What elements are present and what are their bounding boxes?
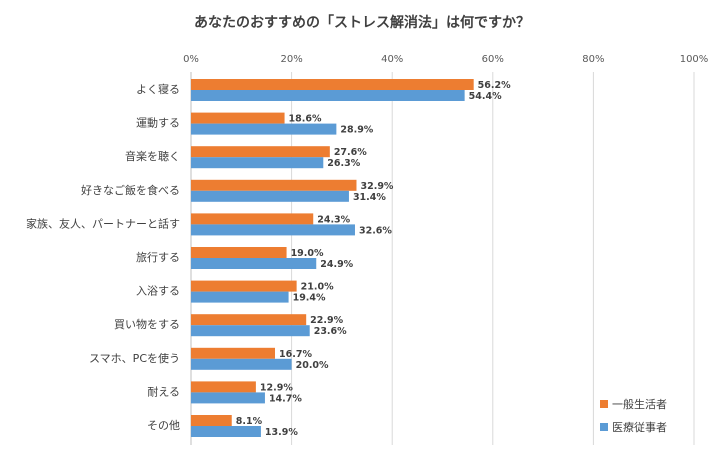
x-tick-label: 0% — [183, 54, 199, 65]
bar-medical — [191, 392, 265, 404]
data-label: 12.9% — [260, 382, 293, 393]
bar-general — [191, 179, 357, 191]
bar-medical — [191, 190, 349, 202]
data-label: 32.9% — [360, 181, 393, 192]
data-label: 19.4% — [293, 293, 326, 304]
x-tick-label: 40% — [381, 54, 403, 65]
category-label: 家族、友人、パートナーと話す — [26, 216, 180, 230]
legend-swatch-general — [600, 400, 608, 408]
bar-general — [191, 247, 287, 258]
bar-general — [191, 347, 276, 359]
legend-swatch-medical — [600, 423, 608, 431]
data-label: 13.9% — [265, 427, 298, 438]
bar-medical — [191, 224, 355, 236]
x-axis-ticks: 0% 20% 40% 60% 80% 100% — [183, 54, 708, 65]
data-label: 54.4% — [469, 91, 502, 102]
x-tick-label: 100% — [680, 54, 709, 65]
data-label: 56.2% — [478, 80, 511, 91]
data-label: 28.9% — [340, 125, 373, 136]
bar-general — [191, 146, 330, 158]
bar-general — [191, 112, 285, 124]
bar-medical — [191, 123, 337, 135]
category-label: 入浴する — [136, 285, 180, 298]
data-labels: 56.2%54.4% 18.6% 28.9% 27.6%26.3% 32.9%31.4%… — [236, 80, 511, 438]
bars — [191, 79, 474, 437]
category-label: 旅行する — [136, 250, 180, 264]
category-label: その他 — [147, 419, 180, 432]
data-label: 8.1% — [236, 416, 263, 427]
category-label: 好きなご飯を食べる — [81, 183, 180, 197]
category-label: 耐える — [147, 385, 180, 398]
data-label: 22.9% — [310, 315, 343, 326]
bar-medical — [191, 325, 310, 337]
x-tick-label: 60% — [482, 54, 504, 65]
legend-label: 一般生活者 — [612, 397, 667, 411]
data-label: 24.3% — [317, 214, 350, 225]
data-label: 23.6% — [314, 326, 347, 337]
category-label: スマホ、PCを使う — [89, 352, 180, 365]
data-label: 27.6% — [334, 147, 367, 158]
chart-title: あなたのおすすめの「ストレス解消法」は何ですか？ — [194, 14, 530, 31]
bar-medical — [191, 358, 292, 370]
data-label: 18.6% — [289, 114, 322, 125]
legend-label: 医療従事者 — [612, 420, 667, 434]
category-labels: よく寝る運動する音楽を聴く好きなご飯を食べる家族、友人、パートナーと話す旅行する… — [26, 82, 180, 432]
data-label: 26.3% — [327, 158, 360, 169]
bar-general — [191, 79, 474, 90]
data-label: 14.7% — [269, 393, 302, 404]
bar-general — [191, 314, 307, 326]
data-label: 20.0% — [296, 360, 329, 371]
category-label: よく寝る — [136, 82, 180, 96]
bar-general — [191, 280, 297, 292]
x-tick-label: 20% — [280, 54, 302, 65]
bar-general — [191, 415, 232, 426]
bar-general — [191, 381, 256, 393]
bar-medical — [191, 426, 261, 437]
data-label: 16.7% — [279, 349, 312, 360]
bar-medical — [191, 258, 317, 269]
data-label: 32.6% — [359, 225, 392, 236]
data-label: 31.4% — [353, 192, 386, 203]
bar-general — [191, 213, 314, 225]
data-label: 24.9% — [320, 259, 353, 270]
bar-medical — [191, 291, 289, 303]
bar-medical — [191, 90, 465, 101]
category-label: 買い物をする — [114, 317, 180, 331]
data-label: 19.0% — [291, 248, 324, 259]
bar-medical — [191, 157, 324, 169]
category-label: 音楽を聴く — [125, 149, 180, 163]
x-tick-label: 80% — [582, 54, 604, 65]
data-label: 21.0% — [301, 282, 334, 293]
category-label: 運動する — [136, 116, 180, 130]
